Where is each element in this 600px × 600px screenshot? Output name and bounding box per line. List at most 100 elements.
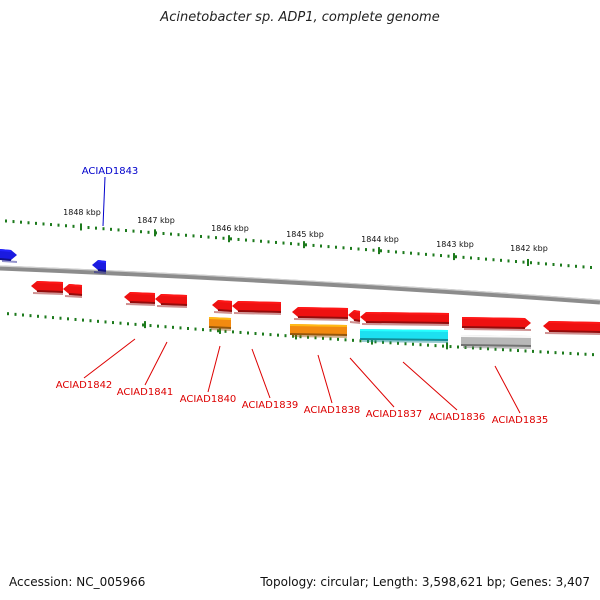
gene-label-aciad1841[interactable]: ACIAD1841 [117, 387, 174, 398]
tick-mark [194, 327, 197, 331]
gene-label-aciad1843[interactable]: ACIAD1843 [82, 166, 139, 177]
tick-mark [89, 319, 92, 323]
tick-mark [305, 243, 307, 247]
gene-label-aciad1839[interactable]: ACIAD1839 [242, 400, 299, 411]
tick-mark [427, 343, 429, 347]
gene-arrow-red [348, 310, 361, 324]
gene-arrow-red [232, 301, 282, 315]
tick-mark [37, 314, 39, 318]
gene-arrow-red [31, 281, 64, 295]
major-tick-mark [303, 241, 305, 249]
tick-mark [42, 222, 45, 226]
tick-mark [134, 322, 137, 326]
kbp-label: 1844 kbp [361, 235, 399, 244]
tick-mark [389, 341, 392, 345]
tick-mark [417, 252, 420, 256]
tick-mark [562, 351, 564, 355]
tick-mark [590, 265, 592, 269]
gene-label-aciad1840[interactable]: ACIAD1840 [180, 394, 237, 405]
major-tick-mark [527, 258, 529, 266]
tick-mark [522, 260, 525, 264]
tick-mark [342, 246, 345, 250]
tick-mark [494, 347, 497, 351]
tick-mark [380, 249, 382, 253]
tick-mark [397, 341, 399, 345]
gene-box-aciad1837 [359, 329, 449, 343]
map-title: Acinetobacter sp. ADP1, complete genome [160, 10, 440, 25]
tick-mark [434, 344, 437, 348]
tick-mark [65, 224, 67, 228]
gene-label-aciad1838[interactable]: ACIAD1838 [304, 405, 361, 416]
gene-arrow-red [212, 300, 233, 314]
gene-box-aciad1838 [289, 324, 348, 338]
tick-mark [230, 237, 232, 241]
tick-mark [569, 351, 572, 355]
tick-mark [372, 248, 375, 252]
accession-text: Accession: NC_005966 [9, 575, 146, 589]
major-tick-mark [453, 253, 455, 261]
tick-mark [412, 342, 414, 346]
tick-mark [164, 325, 167, 329]
tick-mark [335, 245, 337, 249]
tick-mark [192, 234, 195, 238]
tick-mark [284, 334, 287, 338]
tick-mark [247, 331, 249, 335]
major-tick-mark [154, 229, 156, 237]
tick-mark [172, 325, 174, 329]
tick-mark [560, 263, 562, 267]
tick-mark [582, 265, 585, 269]
tick-mark [72, 224, 75, 228]
tick-mark [50, 223, 52, 227]
gene-label-aciad1835[interactable]: ACIAD1835 [492, 415, 549, 426]
tick-mark [20, 220, 22, 224]
tick-mark [27, 221, 30, 225]
tick-mark [260, 239, 262, 243]
gene-arrow-red [543, 321, 600, 335]
leader-line [102, 176, 106, 227]
gene-label-leaders [83, 176, 521, 414]
tick-mark [267, 240, 270, 244]
tick-mark [464, 345, 467, 349]
tick-mark [170, 232, 172, 236]
tick-mark [567, 264, 570, 268]
tick-mark [97, 319, 99, 323]
gene-label-aciad1836[interactable]: ACIAD1836 [429, 412, 486, 423]
tick-mark [269, 333, 272, 337]
tick-mark [95, 226, 97, 230]
tick-mark [147, 230, 150, 234]
tick-mark [502, 348, 504, 352]
tick-mark [262, 332, 264, 336]
tick-mark [432, 253, 435, 257]
tick-mark [320, 244, 322, 248]
gene-arrow-aciad1843 [92, 260, 107, 274]
gene-labels: ACIAD1843 ACIAD1842 ACIAD1841 ACIAD1840 … [56, 166, 549, 426]
tick-mark [322, 336, 324, 340]
tick-mark [22, 313, 24, 317]
tick-mark [500, 258, 502, 262]
gene-box-aciad1836 [460, 335, 532, 349]
tick-mark [374, 340, 377, 344]
tick-mark [425, 252, 427, 256]
tick-mark [337, 337, 339, 341]
outer-tick-track [5, 219, 592, 269]
tick-mark [575, 264, 577, 268]
tick-mark [112, 321, 114, 325]
tick-mark [350, 246, 352, 250]
tick-mark [312, 243, 315, 247]
tick-mark [290, 242, 292, 246]
tick-mark [329, 337, 332, 341]
tick-mark [530, 261, 532, 265]
tick-mark [402, 251, 405, 255]
tick-mark [367, 339, 369, 343]
tick-mark [449, 345, 452, 349]
major-tick-mark [228, 235, 230, 243]
tick-mark [74, 317, 77, 321]
leader-line [83, 338, 136, 379]
tick-mark [447, 254, 450, 258]
leader-line [207, 345, 221, 393]
gene-label-aciad1842[interactable]: ACIAD1842 [56, 380, 113, 391]
major-tick-mark [295, 332, 297, 340]
leader-line [144, 341, 168, 386]
gene-label-aciad1837[interactable]: ACIAD1837 [366, 409, 423, 420]
